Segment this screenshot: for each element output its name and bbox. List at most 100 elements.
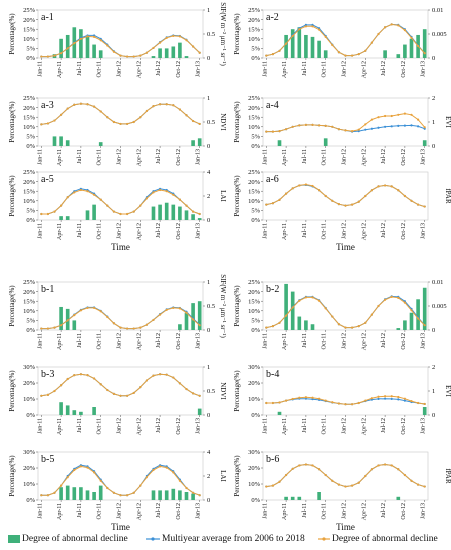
y-left-tick-label: 10% [248,481,261,488]
abnormal-point [139,54,142,57]
x-tick-label: Oct-11 [322,503,328,519]
abnormal-point [178,198,181,201]
abnormal-point [311,184,314,188]
abnormal-point [370,468,373,471]
abnormal-point [192,392,195,395]
abnormal-point [66,196,69,199]
abnormal-point [403,194,406,198]
abnormal-point [344,485,347,488]
abnormal-point [271,53,274,56]
abnormal-point [364,123,367,126]
abnormal-point [119,394,122,397]
abnormal-point [324,307,327,310]
x-tick-label: Jul-12 [156,503,162,518]
x-tick-label: Jul-11 [77,503,83,518]
multiyear-point [403,124,406,127]
abnormal-point [410,36,413,39]
panel-b-2: 0%5%10%15%20%25%00.0050.01Percentage(%)S… [233,279,447,350]
bar [297,496,302,500]
abnormal-line [41,103,200,125]
abnormal-point [298,184,301,187]
abnormal-point [417,483,420,486]
abnormal-point [132,391,135,395]
abnormal-point [318,468,321,471]
abnormal-point [139,326,142,329]
abnormal-point [60,484,63,487]
abnormal-line [41,373,200,397]
abnormal-point [172,104,175,107]
abnormal-point [132,120,135,124]
bar [184,210,189,220]
x-tick-label: Apr-12 [361,418,367,435]
abnormal-point [93,193,96,196]
abnormal-point [178,307,181,310]
abnormal-point [99,110,102,113]
bar [416,299,420,330]
bar [65,485,70,500]
y-right-tick-label: 0 [207,327,210,334]
x-tick-label: Jan-12 [342,149,348,165]
y-left-tick-label: 20% [248,465,261,472]
x-tick-label: Oct-12 [176,149,182,166]
abnormal-point [390,295,393,298]
y-right-tick-label: 0.005 [432,31,447,38]
y-left-tick-label: 20% [248,289,261,296]
x-tick-label: Jul-12 [381,503,387,518]
panel-a-1: 0% 5% 10% 15% 20% 25% 0 0.5 1 Percentage(%) SIF(W … [8,2,227,78]
x-tick-label: Oct-12 [176,503,182,520]
bar [197,218,202,220]
abnormal-line [41,35,201,58]
panel-tag: a-6 [266,174,279,185]
x-tick-label: Oct-11 [322,333,328,349]
y-left-tick-label: 30% [23,364,36,371]
abnormal-point [423,126,426,129]
abnormal-point [298,464,301,467]
x-tick-label: Apr-11 [57,418,63,435]
y-left-tick-label: 5% [251,46,260,53]
bar [178,206,182,220]
legend-bar-swatch [8,534,20,543]
multiyear-point [364,128,367,131]
x-axis-label: Time [336,242,355,252]
abnormal-point [324,35,327,38]
y-left-tick-label: 25% [23,7,36,14]
abnormal-point [139,386,142,389]
y-left-tick-label: 25% [23,279,36,286]
bar [403,320,407,330]
bar [277,411,282,415]
abnormal-point [132,491,135,494]
legend: Degree of abnormal decline Multiyear ave… [0,532,451,548]
x-tick-label: Jan-12 [117,333,123,349]
y-left-tick-label: 15% [23,26,36,33]
abnormal-point [46,122,50,125]
bar [72,487,77,500]
x-tick-label: Oct-12 [401,418,407,435]
y-left-tick-label: 20% [248,17,261,24]
abnormal-point [318,28,321,31]
abnormal-line [266,296,426,329]
x-tick-label: Apr-11 [282,61,288,78]
multiyear-point [410,124,413,127]
bar [98,142,103,146]
abnormal-point [46,55,50,58]
bar [98,50,103,58]
y-right-axis-label: SIF(W m⁻² μm⁻¹ sr⁻¹) [219,274,227,338]
y-right-tick-label: 0.01 [432,7,443,14]
abnormal-point [112,491,115,494]
x-tick-label: Oct-12 [401,503,407,520]
y-right-tick-label: 2 [432,364,435,371]
x-tick-label: Jul-12 [156,223,162,238]
abnormal-point [192,491,195,494]
panel-tag: b-3 [41,369,54,380]
plot-frame [262,451,429,501]
x-tick-label: Jul-12 [381,223,387,238]
bar [171,46,176,58]
abnormal-point [384,26,387,29]
abnormal-point [364,49,367,52]
abnormal-point [106,116,109,119]
x-tick-label: Apr-12 [361,333,367,350]
bar [92,44,96,58]
multiyear-point [384,125,387,128]
x-tick-label: Jan-13 [421,61,427,77]
x-tick-label: Apr-12 [136,333,142,350]
